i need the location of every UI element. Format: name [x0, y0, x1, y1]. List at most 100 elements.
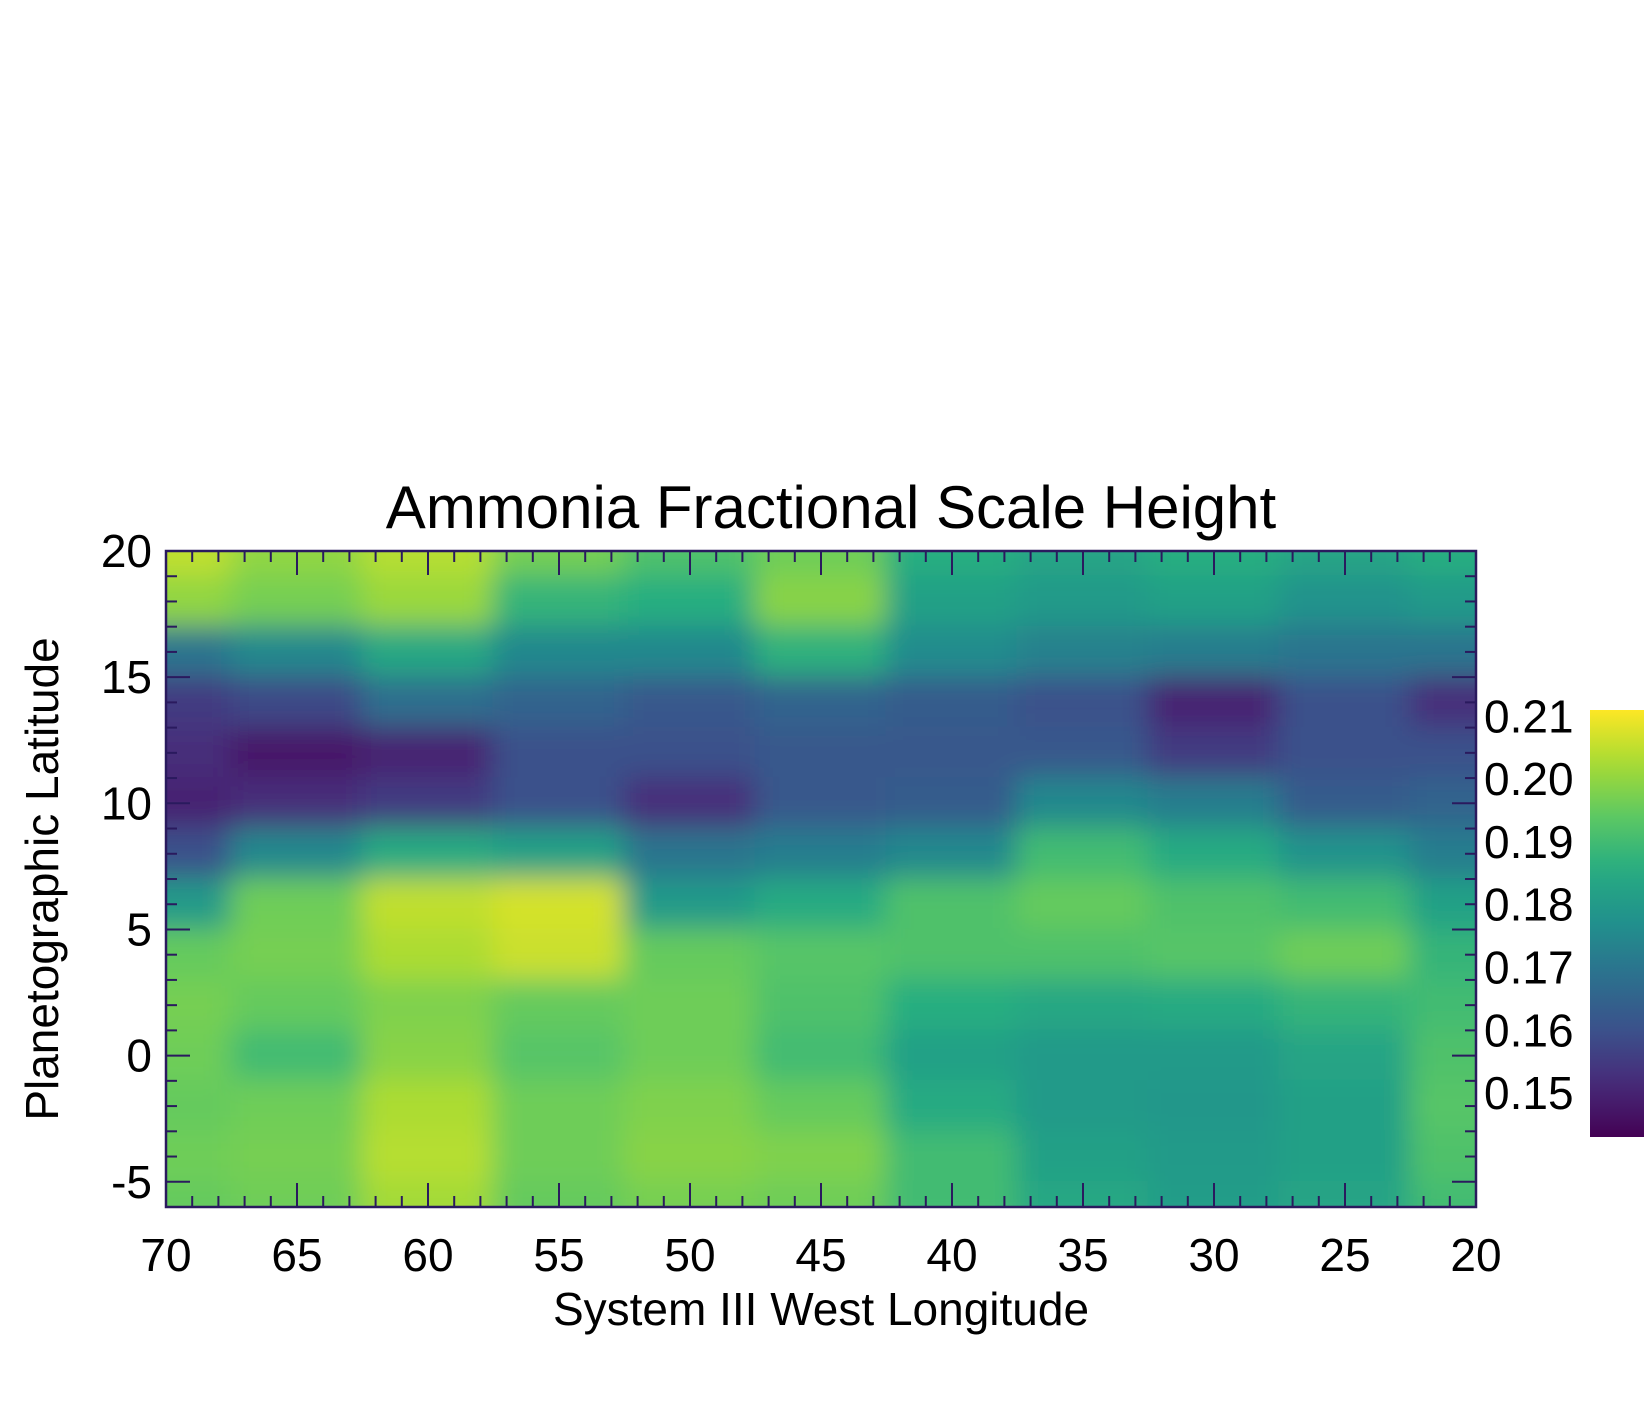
heatmap-cell: [361, 1130, 495, 1183]
heatmap-cell: [166, 726, 233, 780]
heatmap-cell: [361, 1029, 495, 1082]
heatmap-cell: [754, 928, 888, 981]
x-axis-label: System III West Longitude: [553, 1283, 1089, 1335]
heatmap-cell: [230, 1079, 364, 1133]
heatmap-cell: [230, 1130, 364, 1183]
y-tick-label: 20: [101, 525, 152, 577]
y-tick-label: 5: [126, 903, 152, 955]
heatmap-cell: [1409, 1180, 1476, 1207]
heatmap-cell: [492, 676, 626, 729]
heatmap-cell: [492, 928, 626, 981]
heatmap-cell: [230, 928, 364, 981]
x-tick-label: 50: [664, 1229, 715, 1281]
y-tick-label: -5: [111, 1156, 152, 1208]
heatmap-cell: [1016, 575, 1150, 628]
heatmap-cell: [1409, 928, 1476, 981]
heatmap-cell: [1409, 827, 1476, 880]
heatmap-cell: [492, 777, 626, 830]
heatmap-cell: [1147, 575, 1281, 628]
heatmap-cell: [1278, 978, 1412, 1032]
heatmap-cell: [361, 978, 495, 1032]
heatmap-cell: [623, 878, 757, 931]
colorbar-tick-label: 0.21: [1484, 690, 1574, 742]
heatmap-cell: [1016, 1130, 1150, 1183]
heatmap-cell: [1147, 928, 1281, 981]
heatmap-cell: [166, 978, 233, 1032]
heatmap-cell: [623, 978, 757, 1032]
heatmap-cell: [885, 676, 1019, 729]
colorbar-tick-label: 0.18: [1484, 879, 1574, 931]
x-tick-label: 25: [1319, 1229, 1370, 1281]
heatmap-cell: [754, 676, 888, 729]
heatmap-cell: [166, 928, 233, 981]
heatmap-cell: [230, 827, 364, 880]
x-tick-label: 55: [533, 1229, 584, 1281]
heatmap-cell: [885, 827, 1019, 880]
heatmap-cell: [361, 827, 495, 880]
x-tick-label: 35: [1057, 1229, 1108, 1281]
heatmap-cell: [1016, 978, 1150, 1032]
heatmap-cell: [1409, 878, 1476, 931]
heatmap-cell: [1147, 827, 1281, 880]
heatmap-cell: [754, 978, 888, 1032]
heatmap-cell: [361, 575, 495, 628]
heatmap-cell: [885, 625, 1019, 679]
heatmap-cell: [1409, 1130, 1476, 1183]
heatmap-cell: [885, 1130, 1019, 1183]
heatmap-cell: [1278, 575, 1412, 628]
heatmap-cell: [623, 928, 757, 981]
colorbar-tick-label: 0.19: [1484, 816, 1574, 868]
heatmap-cell: [1278, 726, 1412, 780]
heatmap-cell: [1016, 777, 1150, 830]
heatmap-cell: [754, 777, 888, 830]
heatmap-cell: [166, 676, 233, 729]
heatmap-cell: [1147, 1079, 1281, 1133]
colorbar-tick-label: 0.20: [1484, 753, 1574, 805]
heatmap-cell: [361, 726, 495, 780]
heatmap-cell: [492, 726, 626, 780]
colorbar-tick-label: 0.15: [1484, 1067, 1574, 1119]
heatmap-cell: [885, 777, 1019, 830]
heatmap-cell: [492, 827, 626, 880]
heatmap-cell: [1016, 1079, 1150, 1133]
heatmap-cell: [230, 575, 364, 628]
heatmap-cell: [492, 878, 626, 931]
heatmap-cell: [361, 1079, 495, 1133]
heatmap-cell: [754, 878, 888, 931]
heatmap-cell: [623, 1029, 757, 1082]
heatmap-cell: [230, 676, 364, 729]
heatmap-cell: [885, 878, 1019, 931]
heatmap-cell: [492, 1079, 626, 1133]
heatmap-cell: [885, 1079, 1019, 1133]
axis-ticks: [165, 550, 1477, 1208]
heatmap-cell: [1147, 625, 1281, 679]
heatmap-cell: [885, 1029, 1019, 1082]
heatmap-cell: [492, 625, 626, 679]
x-tick-label: 65: [271, 1229, 322, 1281]
heatmap-cell: [1409, 726, 1476, 780]
heatmap-cell: [754, 1079, 888, 1133]
heatmap-cell: [230, 878, 364, 931]
heatmap-cell: [1016, 928, 1150, 981]
x-tick-label: 20: [1450, 1229, 1501, 1281]
heatmap-cell: [623, 575, 757, 628]
heatmap-cell: [230, 777, 364, 830]
heatmap-cell: [166, 575, 233, 628]
x-tick-label: 30: [1188, 1229, 1239, 1281]
heatmap-cell: [754, 1029, 888, 1082]
heatmap-cell: [623, 625, 757, 679]
heatmap-cell: [166, 878, 233, 931]
heatmap-cell: [492, 978, 626, 1032]
heatmap-cell: [1016, 827, 1150, 880]
heatmap-cell: [1147, 878, 1281, 931]
colorbar-tick-label: 0.16: [1484, 1004, 1574, 1056]
heatmap-cell: [166, 1130, 233, 1183]
heatmap-cell: [1278, 1079, 1412, 1133]
heatmap-cell: [1016, 676, 1150, 729]
heatmap-cell: [1409, 575, 1476, 628]
heatmap-cell: [623, 827, 757, 880]
heatmap-cell: [623, 777, 757, 830]
heatmap-cell: [623, 1079, 757, 1133]
y-axis-label: Planetographic Latitude: [16, 637, 68, 1120]
heatmap-cell: [885, 575, 1019, 628]
